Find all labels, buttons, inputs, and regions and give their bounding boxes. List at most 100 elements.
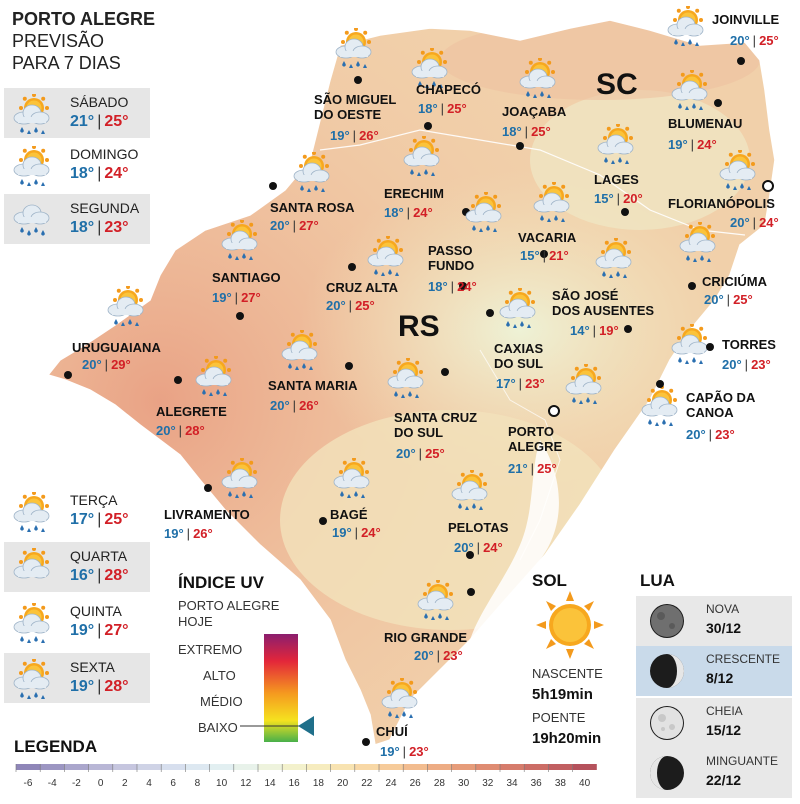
- legend-color-swatch: [354, 764, 379, 770]
- day-min-temp: 21°: [70, 113, 95, 130]
- day-max-temp: 28°: [104, 678, 129, 695]
- sun-cloud-rain-icon: [638, 385, 684, 428]
- city-name: PORTO ALEGRE: [508, 424, 562, 454]
- legend-color-swatch: [330, 764, 355, 770]
- city-min-temp: 21°: [508, 461, 528, 476]
- city-max-temp: 29°: [111, 357, 131, 372]
- legend-color-swatch: [282, 764, 307, 770]
- city-name: FLORIANÓPOLIS: [668, 196, 775, 211]
- city-min-temp: 20°: [396, 446, 416, 461]
- legend-tick-label: 38: [555, 778, 567, 789]
- city-name: CHUÍ: [376, 724, 408, 739]
- temp-separator: |: [292, 398, 297, 413]
- temp-separator: |: [592, 323, 597, 338]
- sun-cloud-rain-icon: [400, 135, 446, 178]
- forecast-day-row: SEXTA 19° | 28°: [4, 653, 150, 703]
- city-name: PASSO FUNDO: [428, 243, 474, 273]
- city-min-temp: 20°: [156, 423, 176, 438]
- temp-separator: |: [708, 427, 713, 442]
- city-marker-dot: [737, 57, 745, 65]
- city-name: URUGUAIANA: [72, 340, 161, 355]
- legend-tick-label: 12: [240, 778, 252, 789]
- sun-cloud-rain-icon: [10, 491, 56, 534]
- city-temps: 19° | 26°: [164, 526, 213, 541]
- city-min-temp: 19°: [212, 290, 232, 305]
- legend-tick-label: 18: [313, 778, 325, 789]
- moon-phase-row: CHEIA 15/12: [636, 698, 792, 748]
- moon-phase-icon: [648, 754, 686, 792]
- temp-separator: |: [234, 290, 239, 305]
- uv-scale-graphic: [240, 634, 314, 742]
- city-min-temp: 18°: [384, 205, 404, 220]
- legend-color-swatch: [258, 764, 283, 770]
- sun-cloud-rain-icon: [10, 93, 56, 136]
- sun-cloud-rain-icon: [496, 287, 542, 330]
- temp-separator: |: [97, 511, 102, 528]
- city-name: CRICIÚMA: [702, 274, 767, 289]
- city-max-temp: 24°: [759, 215, 779, 230]
- city-min-temp: 20°: [686, 427, 706, 442]
- city-marker-dot: [621, 208, 629, 216]
- city-max-temp: 25°: [733, 292, 753, 307]
- city-name-line2: DO SUL: [394, 425, 444, 440]
- uv-subtitle-city: PORTO ALEGRE: [178, 598, 280, 613]
- sun-cloud-rain-icon: [594, 123, 640, 166]
- uv-level-extreme: EXTREMO: [178, 642, 243, 657]
- sun-cloud-rain-icon: [192, 355, 238, 398]
- city-max-temp: 25°: [759, 33, 779, 48]
- temp-separator: |: [440, 101, 445, 116]
- city-max-temp: 28°: [185, 423, 205, 438]
- city-name: CRUZ ALTA: [326, 280, 398, 295]
- sun-cloud-rain-icon: [448, 469, 494, 512]
- sun-cloud-rain-icon: [462, 191, 508, 234]
- city-temps: 18° | 24°: [384, 205, 433, 220]
- city-min-temp: 20°: [270, 218, 290, 233]
- city-max-temp: 24°: [697, 137, 717, 152]
- city-temps: 20° | 23°: [686, 427, 735, 442]
- legend-color-swatch: [16, 764, 41, 770]
- temp-separator: |: [752, 215, 757, 230]
- temp-separator: |: [402, 744, 407, 759]
- city-max-temp: 24°: [361, 525, 381, 540]
- sunrise-label: NASCENTE: [532, 666, 603, 681]
- legend-tick-label: -4: [48, 778, 57, 789]
- day-min-temp: 19°: [70, 622, 95, 639]
- city-temps: 18° | 25°: [502, 124, 551, 139]
- city-marker-dot: [345, 362, 353, 370]
- city-name-line2: ALEGRE: [508, 439, 563, 454]
- city-min-temp: 20°: [414, 648, 434, 663]
- city-name-line1: SANTA CRUZ: [394, 410, 478, 425]
- moon-phase-date: 15/12: [706, 722, 742, 738]
- city-name: SANTIAGO: [212, 270, 281, 285]
- temp-separator: |: [476, 540, 481, 555]
- moon-phase-name: CRESCENTE: [706, 652, 781, 666]
- day-max-temp: 25°: [104, 511, 129, 528]
- city-name-line1: CAXIAS: [494, 341, 544, 356]
- city-name: SANTA CRUZ DO SUL: [394, 410, 477, 440]
- temp-separator: |: [97, 622, 102, 639]
- city-min-temp: 19°: [380, 744, 400, 759]
- city-min-temp: 18°: [502, 124, 522, 139]
- day-min-temp: 19°: [70, 678, 95, 695]
- moon-phase-row: NOVA 30/12: [636, 596, 792, 646]
- sun-cloud-rain-icon: [10, 145, 56, 188]
- city-temps: 18° | 24°: [428, 279, 477, 294]
- city-name: CHAPECÓ: [416, 82, 482, 97]
- moon-phase-row: MINGUANTE 22/12: [636, 748, 792, 798]
- city-min-temp: 19°: [164, 526, 184, 541]
- legend-color-swatch: [112, 764, 137, 770]
- sunset-time: 19h20min: [532, 730, 602, 747]
- legend-tick-label: 16: [289, 778, 301, 789]
- temp-separator: |: [744, 357, 749, 372]
- temp-separator: |: [406, 205, 411, 220]
- city-capital-marker: [548, 405, 560, 417]
- sun-cloud-rain-icon: [516, 57, 562, 100]
- day-name: TERÇA: [70, 492, 118, 508]
- day-max-temp: 27°: [104, 622, 129, 639]
- uv-title: ÍNDICE UV: [178, 573, 264, 592]
- temp-separator: |: [542, 248, 547, 263]
- temp-separator: |: [97, 113, 102, 130]
- city-temps: 18° | 25°: [418, 101, 467, 116]
- city-temps: 20° | 23°: [722, 357, 771, 372]
- legend-tick-label: 10: [216, 778, 228, 789]
